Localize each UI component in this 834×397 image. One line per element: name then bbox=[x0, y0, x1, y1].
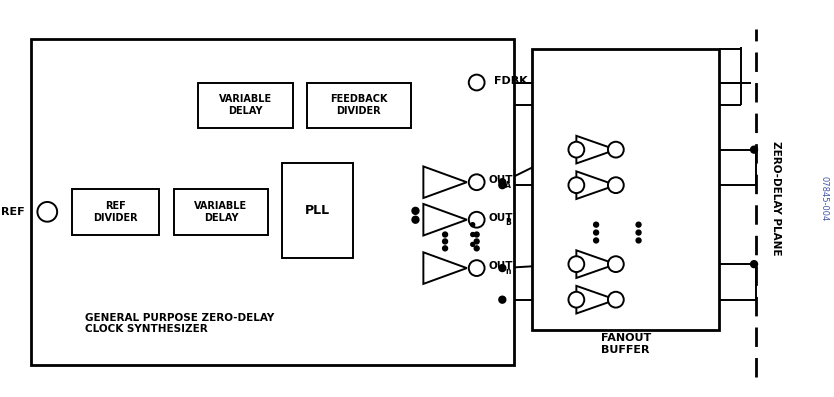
Polygon shape bbox=[424, 252, 467, 284]
Circle shape bbox=[569, 177, 585, 193]
Polygon shape bbox=[576, 286, 615, 314]
Circle shape bbox=[475, 232, 480, 237]
Bar bbox=[307, 83, 410, 128]
Text: VARIABLE
DELAY: VARIABLE DELAY bbox=[219, 94, 272, 116]
Text: n: n bbox=[505, 266, 510, 276]
Circle shape bbox=[469, 174, 485, 190]
Circle shape bbox=[412, 207, 419, 214]
Circle shape bbox=[499, 265, 505, 272]
Circle shape bbox=[443, 232, 448, 237]
Circle shape bbox=[470, 243, 475, 247]
Circle shape bbox=[499, 182, 505, 189]
Polygon shape bbox=[424, 166, 467, 198]
Text: GENERAL PURPOSE ZERO-DELAY
CLOCK SYNTHESIZER: GENERAL PURPOSE ZERO-DELAY CLOCK SYNTHES… bbox=[85, 312, 274, 334]
Polygon shape bbox=[576, 172, 615, 199]
Circle shape bbox=[499, 179, 505, 186]
Circle shape bbox=[475, 246, 480, 251]
Circle shape bbox=[469, 260, 485, 276]
Text: REF: REF bbox=[1, 207, 24, 217]
Text: 07845-004: 07845-004 bbox=[820, 176, 829, 221]
Circle shape bbox=[569, 292, 585, 308]
Circle shape bbox=[470, 233, 475, 237]
Circle shape bbox=[443, 246, 448, 251]
Circle shape bbox=[470, 223, 475, 227]
Bar bbox=[173, 189, 269, 235]
Circle shape bbox=[594, 238, 599, 243]
Text: VARIABLE
DELAY: VARIABLE DELAY bbox=[194, 201, 248, 223]
Circle shape bbox=[569, 142, 585, 158]
Circle shape bbox=[636, 230, 641, 235]
Circle shape bbox=[751, 261, 757, 268]
Circle shape bbox=[636, 222, 641, 227]
Text: FANOUT
BUFFER: FANOUT BUFFER bbox=[600, 333, 651, 355]
Bar bbox=[72, 189, 158, 235]
Polygon shape bbox=[576, 251, 615, 278]
Circle shape bbox=[499, 296, 505, 303]
Circle shape bbox=[608, 292, 624, 308]
Circle shape bbox=[608, 256, 624, 272]
Text: B: B bbox=[505, 218, 511, 227]
Circle shape bbox=[38, 202, 58, 222]
Circle shape bbox=[608, 177, 624, 193]
Bar bbox=[282, 164, 354, 258]
Polygon shape bbox=[424, 204, 467, 235]
Circle shape bbox=[594, 222, 599, 227]
Circle shape bbox=[469, 212, 485, 227]
Text: OUT: OUT bbox=[489, 213, 513, 223]
Text: OUT: OUT bbox=[489, 175, 513, 185]
Bar bbox=[532, 49, 720, 330]
Text: ZERO-DELAY PLANE: ZERO-DELAY PLANE bbox=[771, 141, 781, 256]
Circle shape bbox=[594, 230, 599, 235]
Circle shape bbox=[569, 256, 585, 272]
Circle shape bbox=[636, 238, 641, 243]
Circle shape bbox=[412, 216, 419, 223]
Circle shape bbox=[751, 146, 757, 153]
Text: REF
DIVIDER: REF DIVIDER bbox=[93, 201, 138, 223]
Text: PLL: PLL bbox=[305, 204, 330, 217]
Polygon shape bbox=[576, 136, 615, 164]
Text: OUT: OUT bbox=[489, 261, 513, 271]
Bar bbox=[198, 83, 293, 128]
Text: A: A bbox=[505, 181, 511, 190]
Text: FEEDBACK
DIVIDER: FEEDBACK DIVIDER bbox=[330, 94, 388, 116]
Circle shape bbox=[475, 239, 480, 244]
Circle shape bbox=[608, 142, 624, 158]
Circle shape bbox=[443, 239, 448, 244]
Text: FDBK: FDBK bbox=[495, 75, 528, 85]
Bar bbox=[31, 39, 515, 365]
Circle shape bbox=[469, 75, 485, 91]
